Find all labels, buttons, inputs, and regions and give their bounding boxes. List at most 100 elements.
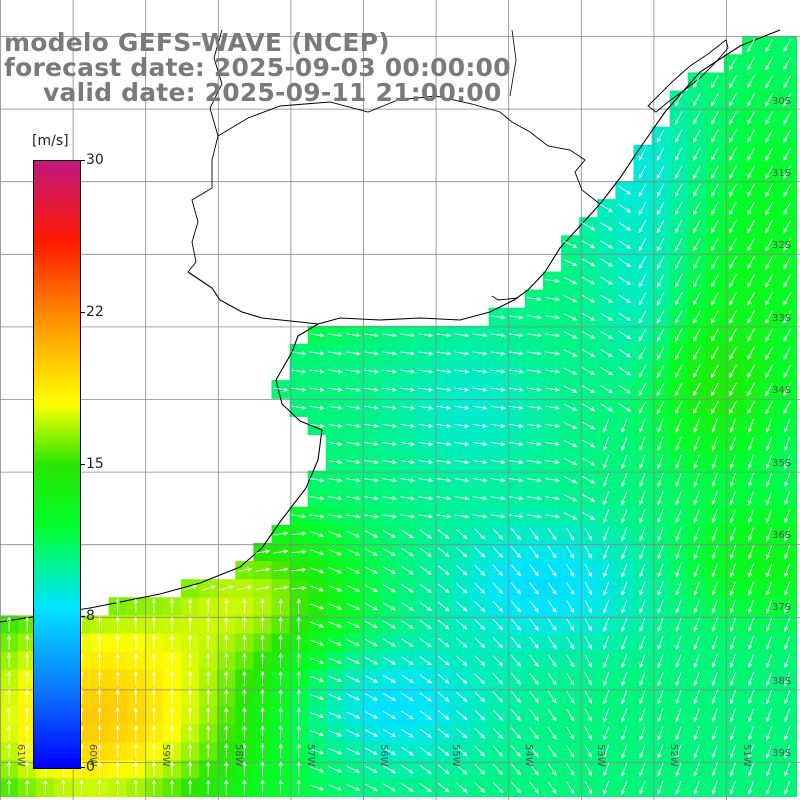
wind-vector-arrow: [526, 333, 542, 338]
wind-vector-arrow: [187, 616, 193, 632]
wind-vector-arrow: [310, 549, 325, 556]
wind-vector-arrow: [657, 726, 664, 741]
wind-vector-arrow: [382, 747, 397, 756]
wind-vector-arrow: [400, 369, 416, 374]
wind-vector-arrow: [584, 744, 593, 759]
wind-vector-arrow: [783, 93, 792, 107]
wind-vector-arrow: [766, 436, 773, 451]
wind-vector-arrow: [581, 367, 596, 376]
wind-vector-arrow: [454, 459, 470, 465]
wind-vector-arrow: [492, 691, 504, 703]
wind-vector-arrow: [454, 369, 470, 374]
wind-vector-arrow: [581, 457, 596, 466]
wind-vector-arrow: [490, 478, 506, 483]
wind-vector-arrow: [675, 653, 682, 669]
wind-vector-arrow: [674, 93, 683, 107]
wind-vector-arrow: [766, 635, 773, 651]
wind-vector-arrow: [545, 441, 561, 447]
wind-vector-arrow: [656, 256, 665, 270]
wind-vector-arrow: [656, 219, 665, 234]
wind-vector-arrow: [472, 423, 488, 429]
wind-vector-arrow: [766, 527, 773, 542]
wind-vector-arrow: [675, 527, 682, 542]
wind-vector-arrow: [382, 387, 398, 392]
wind-vector-arrow: [456, 583, 468, 594]
wind-vector-arrow: [492, 763, 504, 776]
wind-vector-arrow: [273, 585, 289, 590]
wind-vector-arrow: [419, 601, 432, 612]
wind-vector-arrow: [547, 582, 557, 595]
coastline-atlantic: [0, 29, 781, 623]
wind-vector-arrow: [621, 454, 628, 470]
wind-vector-arrow: [603, 780, 610, 795]
wind-vector-arrow: [364, 496, 380, 501]
wind-vector-arrow: [291, 387, 307, 392]
wind-vector-arrow: [526, 351, 542, 356]
wind-vector-arrow: [563, 240, 578, 248]
wind-vectors: [6, 38, 792, 795]
wind-vector-arrow: [296, 779, 301, 795]
wind-vector-arrow: [600, 385, 614, 394]
wind-vector-arrow: [419, 529, 432, 539]
wind-vector-arrow: [401, 710, 414, 720]
wind-vector-arrow: [729, 237, 737, 252]
wind-vector-arrow: [765, 256, 773, 270]
wind-vector-arrow: [6, 688, 12, 704]
wind-vector-arrow: [711, 201, 719, 216]
wind-vector-arrow: [492, 637, 504, 649]
wind-vector-arrow: [474, 745, 486, 757]
wind-vector-arrow: [382, 692, 397, 701]
lagoa-dos-patos: [647, 39, 729, 113]
lon-label: 61W: [15, 744, 26, 767]
wind-vector-arrow: [711, 147, 719, 161]
wind-vector-arrow: [545, 423, 561, 429]
wind-vector-arrow: [133, 761, 138, 777]
wind-vector-arrow: [711, 93, 719, 107]
wind-vector-arrow: [675, 762, 682, 777]
wind-vector-arrow: [97, 779, 102, 795]
wind-vector-arrow: [621, 545, 628, 560]
wind-vector-arrow: [603, 744, 610, 759]
wind-vector-arrow: [529, 618, 539, 631]
wind-vector-arrow: [382, 638, 397, 647]
wind-vector-arrow: [618, 258, 632, 267]
wind-vector-arrow: [729, 509, 736, 524]
wind-vector-arrow: [657, 491, 664, 506]
wind-vector-arrow: [472, 459, 488, 465]
forecast-date: forecast date: 2025-09-03 00:00:00: [4, 53, 511, 82]
wind-vector-arrow: [766, 726, 773, 741]
wind-vector-arrow: [563, 476, 578, 484]
wind-vector-arrow: [747, 744, 755, 759]
wind-vector-arrow: [328, 548, 343, 556]
wind-vector-arrow: [6, 616, 12, 632]
colorbar-unit: [m/s]: [32, 133, 69, 149]
wind-vector-arrow: [327, 423, 343, 429]
wind-vector-arrow: [711, 690, 718, 705]
colorbar-label: 15: [86, 456, 104, 472]
wind-vector-arrow: [784, 744, 791, 759]
wind-vector-arrow: [511, 564, 521, 577]
wind-vector-arrow: [526, 496, 542, 501]
wind-vector-arrow: [693, 599, 700, 614]
wind-vector-arrow: [492, 564, 504, 577]
wind-vector-arrow: [581, 512, 596, 520]
wind-vector-arrow: [278, 779, 283, 795]
wind-vector-arrow: [508, 496, 524, 501]
wind-vector-arrow: [747, 256, 755, 270]
wind-vector-arrow: [784, 653, 791, 669]
wind-vector-arrow: [729, 75, 737, 89]
wind-vector-arrow: [584, 618, 593, 632]
colorbar-label: 22: [86, 304, 104, 320]
wind-vector-arrow: [382, 602, 397, 611]
wind-vector-arrow: [133, 616, 138, 632]
wind-vector-arrow: [419, 638, 432, 648]
wind-vector-arrow: [97, 724, 102, 740]
wind-vector-arrow: [566, 708, 575, 722]
wind-vector-arrow: [784, 472, 791, 488]
lat-label: 37S: [772, 602, 791, 613]
wind-vector-arrow: [766, 418, 773, 433]
wind-vector-arrow: [151, 706, 157, 722]
wind-vector-arrow: [693, 310, 701, 324]
wind-vector-arrow: [766, 780, 773, 795]
wind-vector-arrow: [581, 276, 596, 285]
